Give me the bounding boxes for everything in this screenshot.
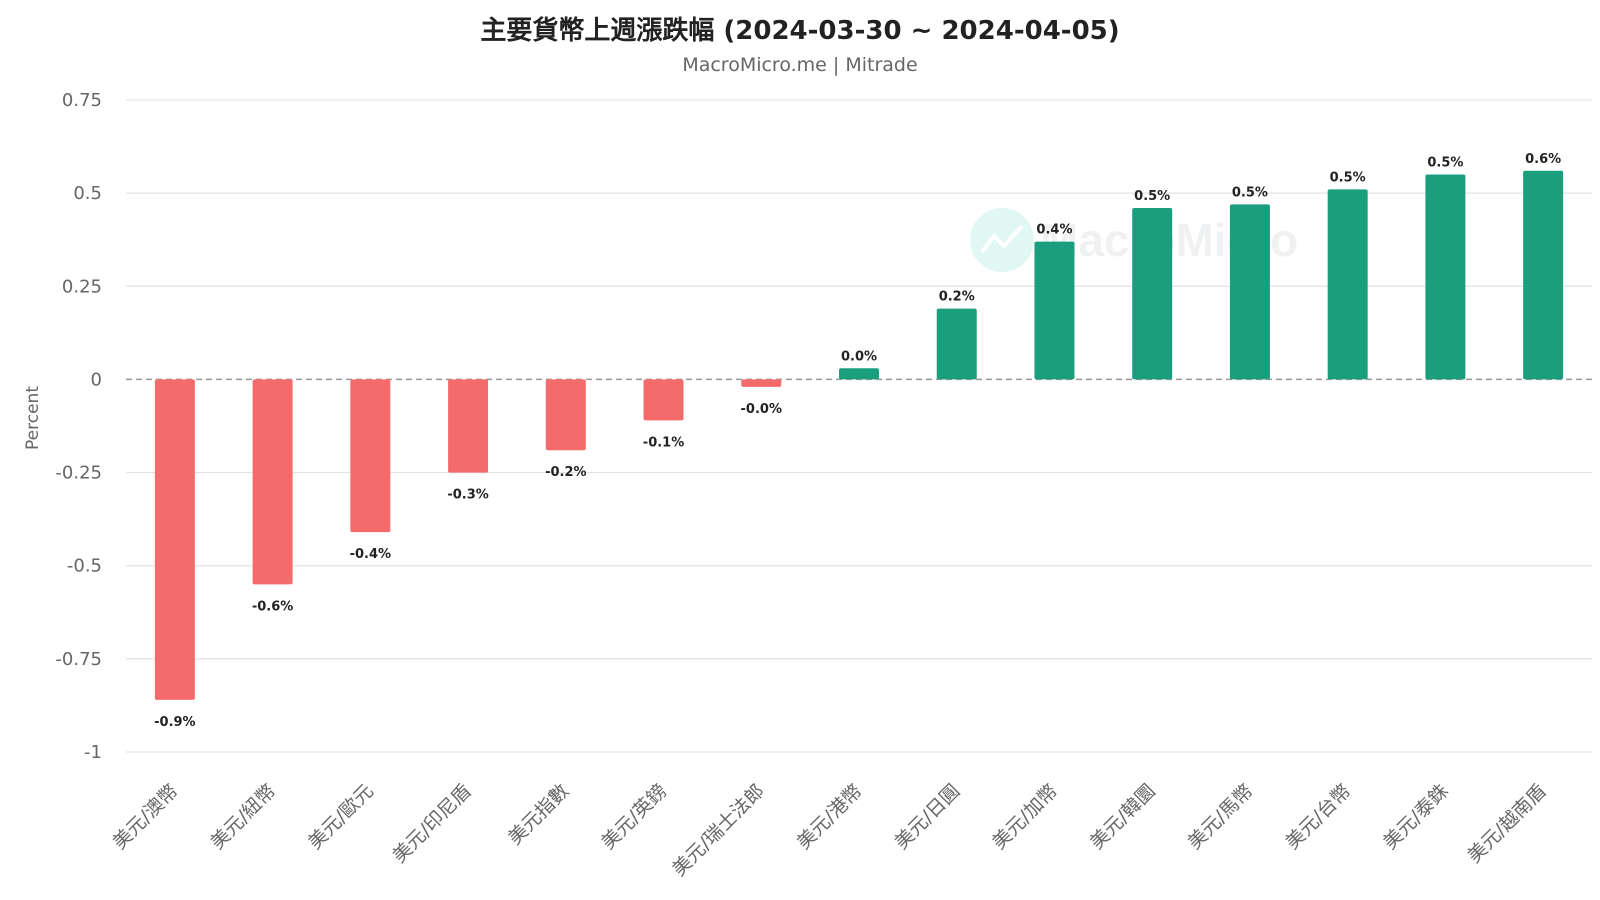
y-tick-label: -0.75 <box>55 649 102 670</box>
x-tick-label: 美元/港幣 <box>793 780 867 854</box>
bar[interactable] <box>154 379 195 700</box>
data-label: 0.5% <box>1427 156 1463 171</box>
y-tick-label: 0.25 <box>62 276 102 297</box>
x-tick-label: 美元/澳幣 <box>109 780 183 854</box>
bar[interactable] <box>936 308 977 380</box>
data-label: 0.2% <box>939 290 975 305</box>
x-tick-label: 美元指數 <box>504 780 573 849</box>
bar[interactable] <box>545 379 586 451</box>
x-tick-label: 美元/印尼盾 <box>388 780 475 867</box>
y-tick-label: -0.25 <box>55 463 102 484</box>
data-label: 0.5% <box>1232 185 1268 200</box>
data-label: -0.2% <box>545 465 586 480</box>
bar[interactable] <box>741 379 782 387</box>
bar[interactable] <box>448 379 489 473</box>
data-label: 0.6% <box>1525 152 1561 167</box>
watermark-logo-icon <box>970 208 1034 272</box>
x-tick-label: 美元/越南盾 <box>1463 780 1550 867</box>
data-label: -0.4% <box>350 547 391 562</box>
chart-subtitle: MacroMicro.me | Mitrade <box>682 54 918 76</box>
bars <box>154 170 1564 700</box>
x-tick-label: 美元/馬幣 <box>1184 780 1258 854</box>
y-tick-label: 0.75 <box>62 90 102 111</box>
bar[interactable] <box>1523 170 1564 380</box>
x-tick-label: 美元/加幣 <box>988 780 1062 854</box>
data-labels: -0.9% -0.6% -0.4% -0.3% -0.2% -0.1% -0.0% 0.0% 0… <box>154 152 1561 730</box>
y-tick-label: 0.5 <box>73 183 102 204</box>
data-label: -0.6% <box>252 599 293 614</box>
y-axis-ticks: 0.75 0.5 0.25 0 -0.25 -0.5 -0.75 -1 <box>55 90 102 763</box>
y-tick-label: -1 <box>84 742 102 763</box>
bar[interactable] <box>839 368 879 380</box>
data-label: 0.0% <box>841 349 877 364</box>
x-tick-label: 美元/瑞士法郎 <box>668 780 769 881</box>
bar[interactable] <box>1132 208 1173 380</box>
data-label: -0.1% <box>643 435 684 450</box>
x-tick-label: 美元/英鎊 <box>597 780 671 854</box>
x-tick-label: 美元/台幣 <box>1281 780 1355 854</box>
data-label: 0.4% <box>1036 223 1072 238</box>
bar[interactable] <box>350 379 391 533</box>
x-tick-label: 美元/紐幣 <box>206 780 280 854</box>
y-axis-label: Percent <box>23 386 43 450</box>
watermark-chart-icon <box>980 224 1024 254</box>
bar[interactable] <box>1229 204 1270 380</box>
bar[interactable] <box>1425 174 1466 380</box>
data-label: 0.5% <box>1330 170 1366 185</box>
x-tick-label: 美元/泰銖 <box>1379 780 1453 854</box>
gridlines <box>126 99 1592 753</box>
x-tick-label: 美元/歐元 <box>304 780 378 854</box>
x-tick-label: 美元/韓圜 <box>1086 780 1160 854</box>
data-label: -0.0% <box>741 402 782 417</box>
bar[interactable] <box>1327 189 1368 380</box>
data-label: 0.5% <box>1134 189 1170 204</box>
y-tick-label: -0.5 <box>67 556 102 577</box>
chart-title: 主要貨幣上週漲跌幅 (2024-03-30 ~ 2024-04-05) <box>480 16 1120 46</box>
bar[interactable] <box>643 379 684 421</box>
bar[interactable] <box>252 379 293 585</box>
x-tick-label: 美元/日圓 <box>890 780 964 854</box>
data-label: -0.9% <box>154 715 195 730</box>
y-tick-label: 0 <box>91 369 102 390</box>
data-label: -0.3% <box>447 488 488 503</box>
bar[interactable] <box>1034 241 1075 380</box>
